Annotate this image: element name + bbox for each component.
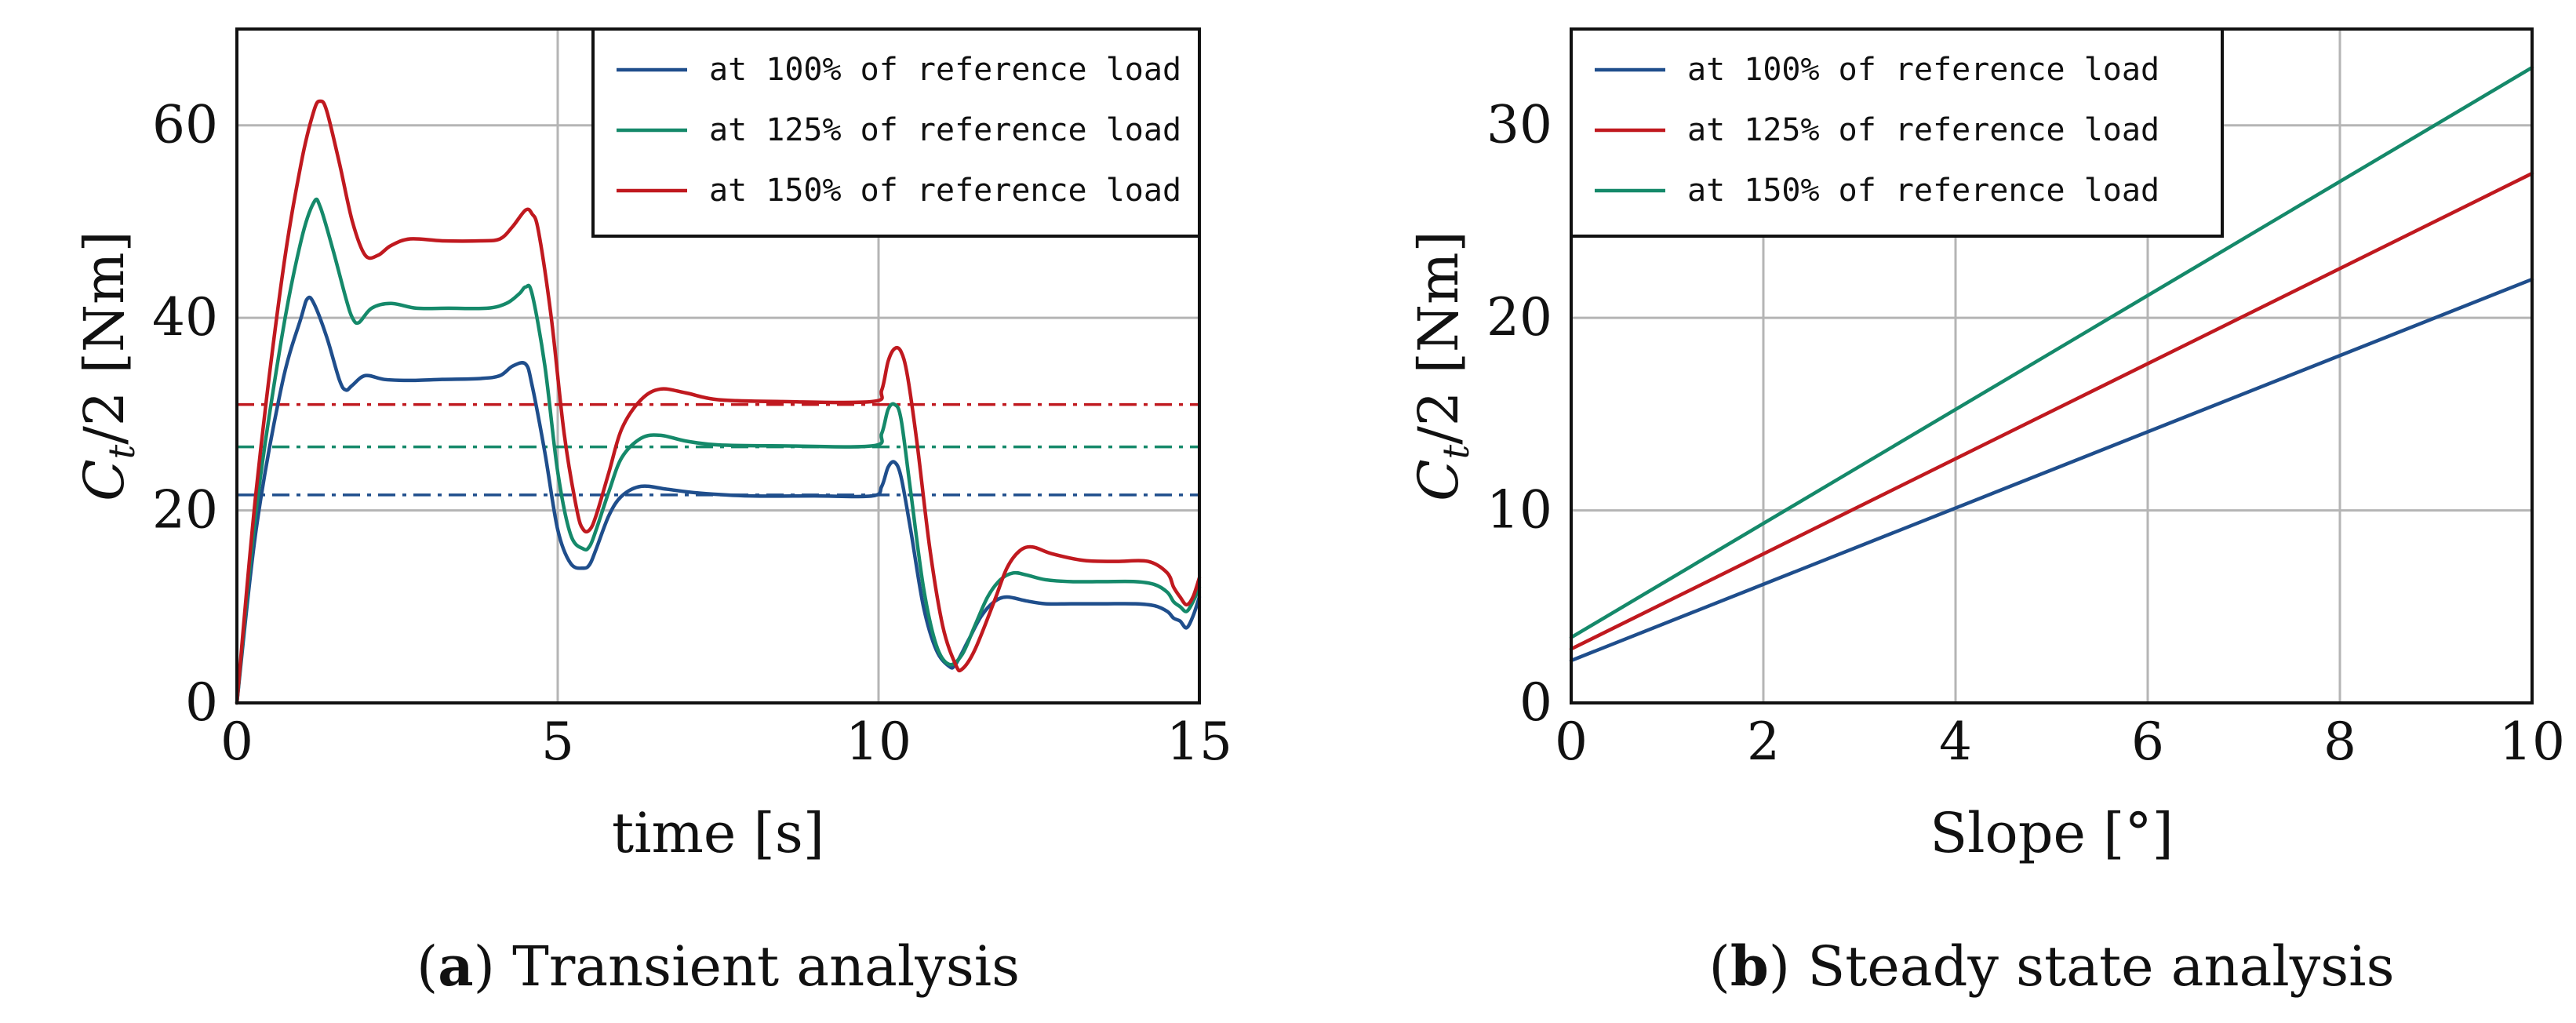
series-line bbox=[1569, 171, 2534, 651]
legend-box bbox=[591, 27, 1201, 238]
x-tick-label: 15 bbox=[1166, 712, 1232, 772]
y-tick-label: 10 bbox=[1486, 480, 1552, 541]
y-tick-label: 20 bbox=[1486, 287, 1552, 348]
x-tick-label: 4 bbox=[1939, 712, 1972, 772]
y-axis-label-a: Ct/2 [Nm] bbox=[72, 231, 143, 501]
legend-label: at 125% of reference load bbox=[709, 112, 1181, 148]
series-line bbox=[1569, 277, 2534, 663]
caption-b: (b) Steady state analysis bbox=[1709, 934, 2395, 999]
x-tick-label: 8 bbox=[2323, 712, 2356, 772]
y-tick-label: 20 bbox=[152, 480, 218, 541]
legend-b: at 100% of reference load at 125% of refe… bbox=[1570, 27, 2224, 238]
x-tick-label: 0 bbox=[220, 712, 253, 772]
x-tick-label: 5 bbox=[541, 712, 574, 772]
x-tick-label: 2 bbox=[1747, 712, 1780, 772]
y-axis-label-b: Ct/2 [Nm] bbox=[1406, 231, 1477, 501]
legend-a: at 100% of reference load at 125% of refe… bbox=[591, 27, 1201, 238]
y-tick-label: 0 bbox=[1519, 672, 1552, 733]
x-tick-label: 10 bbox=[2499, 712, 2565, 772]
panel-a: 0 5 10 15 0 20 40 60 time [s] Ct/2 [Nm] at 100… bbox=[72, 27, 1232, 999]
x-axis-label-a: time [s] bbox=[612, 801, 824, 865]
caption-letter-a: a bbox=[438, 934, 473, 999]
x-tick-labels-a: 0 5 10 15 bbox=[220, 712, 1232, 772]
panel-b: 0 2 4 6 8 10 0 10 20 30 Slope [°] Ct/2 [Nm] at 1… bbox=[1406, 27, 2565, 999]
legend-box bbox=[1570, 27, 2224, 238]
x-tick-labels-b: 0 2 4 6 8 10 bbox=[1555, 712, 2565, 772]
reference-lines-a bbox=[237, 402, 1199, 497]
legend-label: at 125% of reference load bbox=[1687, 112, 2159, 148]
y-tick-label: 60 bbox=[152, 95, 218, 155]
x-axis-label-b: Slope [°] bbox=[1930, 801, 2174, 865]
series-b bbox=[1569, 65, 2534, 663]
series-line bbox=[235, 99, 1202, 705]
y-tick-labels-a: 0 20 40 60 bbox=[152, 95, 218, 733]
y-tick-labels-b: 0 10 20 30 bbox=[1486, 95, 1552, 733]
y-tick-label: 30 bbox=[1486, 95, 1552, 155]
x-tick-label: 0 bbox=[1555, 712, 1588, 772]
legend-label: at 150% of reference load bbox=[1687, 173, 2159, 209]
y-tick-label: 0 bbox=[185, 672, 218, 733]
series-a bbox=[235, 99, 1202, 705]
series-line bbox=[235, 197, 1202, 705]
caption-a: (a) Transient analysis bbox=[417, 934, 1020, 999]
y-tick-label: 40 bbox=[152, 287, 218, 348]
series-line bbox=[1569, 65, 2534, 639]
caption-text-b: Steady state analysis bbox=[1807, 934, 2394, 999]
x-tick-label: 10 bbox=[846, 712, 911, 772]
caption-letter-b: b bbox=[1730, 934, 1769, 999]
x-tick-label: 6 bbox=[2131, 712, 2164, 772]
legend-label: at 100% of reference load bbox=[709, 52, 1181, 88]
legend-label: at 150% of reference load bbox=[709, 173, 1181, 209]
caption-text-a: Transient analysis bbox=[512, 934, 1020, 999]
legend-label: at 100% of reference load bbox=[1687, 52, 2159, 88]
series-line bbox=[235, 295, 1202, 705]
